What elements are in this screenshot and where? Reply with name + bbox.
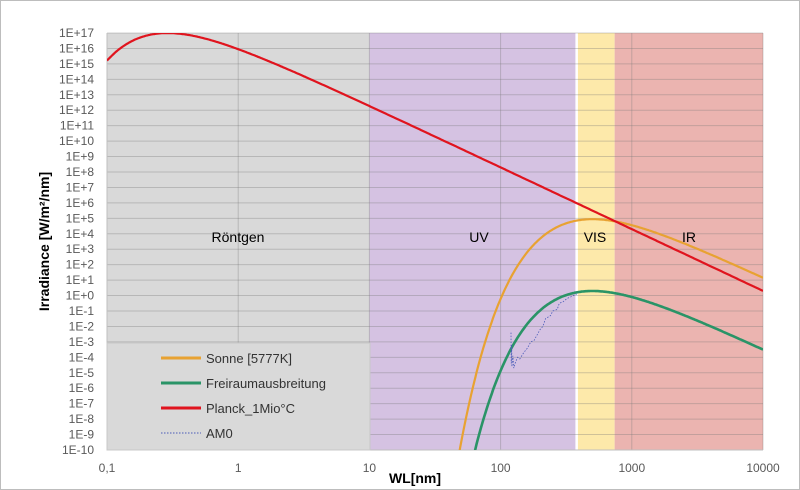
y-tick-label: 1E+4 bbox=[66, 227, 95, 241]
y-tick-label: 1E-5 bbox=[69, 366, 95, 380]
y-tick-label: 1E+2 bbox=[66, 258, 95, 272]
y-tick-label: 1E+7 bbox=[66, 180, 95, 194]
y-tick-label: 1E+15 bbox=[59, 57, 94, 71]
y-tick-label: 1E-8 bbox=[69, 412, 95, 426]
y-tick-label: 1E+6 bbox=[66, 196, 95, 210]
x-tick-label: 100 bbox=[491, 461, 511, 475]
x-axis-title: WL[nm] bbox=[389, 470, 441, 486]
y-tick-label: 1E-3 bbox=[69, 335, 95, 349]
region-label-uv: UV bbox=[469, 229, 489, 245]
y-tick-label: 1E+0 bbox=[66, 289, 95, 303]
region-label-rontgen: Röntgen bbox=[212, 229, 265, 245]
y-tick-label: 1E+12 bbox=[59, 103, 94, 117]
x-tick-label: 1 bbox=[235, 461, 242, 475]
legend-box bbox=[106, 342, 371, 451]
y-tick-label: 1E-1 bbox=[69, 304, 95, 318]
x-tick-label: 10000 bbox=[746, 461, 780, 475]
y-tick-label: 1E+10 bbox=[59, 134, 94, 148]
series-line-freiraumausbreitung bbox=[473, 289, 763, 450]
legend-label: AM0 bbox=[206, 426, 233, 441]
x-tick-label: 10 bbox=[363, 461, 377, 475]
y-axis-title: Irradiance [W/m²/nm] bbox=[36, 172, 52, 311]
legend-label: Planck_1Mio°C bbox=[206, 401, 295, 416]
region-vis bbox=[576, 33, 615, 450]
y-tick-label: 1E-6 bbox=[69, 381, 95, 395]
y-tick-label: 1E+14 bbox=[59, 72, 94, 86]
y-tick-label: 1E-9 bbox=[69, 428, 95, 442]
y-tick-label: 1E+13 bbox=[59, 88, 94, 102]
series-line-planck-1mio-c bbox=[107, 33, 763, 292]
region-ir bbox=[614, 33, 763, 450]
y-tick-label: 1E+9 bbox=[66, 150, 95, 164]
series-line-sonne-5777k- bbox=[458, 218, 763, 450]
y-tick-label: 1E-4 bbox=[69, 350, 95, 364]
series-line-am0 bbox=[510, 293, 577, 369]
region-label-ir: IR bbox=[682, 229, 696, 245]
x-tick-label: 1000 bbox=[618, 461, 645, 475]
y-tick-label: 1E+1 bbox=[66, 273, 95, 287]
y-tick-label: 1E+3 bbox=[66, 242, 95, 256]
y-tick-label: 1E-2 bbox=[69, 319, 95, 333]
y-tick-label: 1E-10 bbox=[62, 443, 94, 457]
x-tick-label: 0,1 bbox=[99, 461, 116, 475]
legend-label: Sonne [5777K] bbox=[206, 351, 292, 366]
region-label-vis: VIS bbox=[584, 229, 607, 245]
y-tick-label: 1E+16 bbox=[59, 41, 94, 55]
y-tick-label: 1E+5 bbox=[66, 211, 95, 225]
y-tick-label: 1E+11 bbox=[60, 119, 94, 133]
y-tick-label: 1E-7 bbox=[69, 397, 95, 411]
legend-label: Freiraumausbreitung bbox=[206, 376, 326, 391]
y-tick-label: 1E+17 bbox=[59, 26, 94, 40]
region-uv bbox=[369, 33, 577, 450]
y-tick-label: 1E+8 bbox=[66, 165, 95, 179]
